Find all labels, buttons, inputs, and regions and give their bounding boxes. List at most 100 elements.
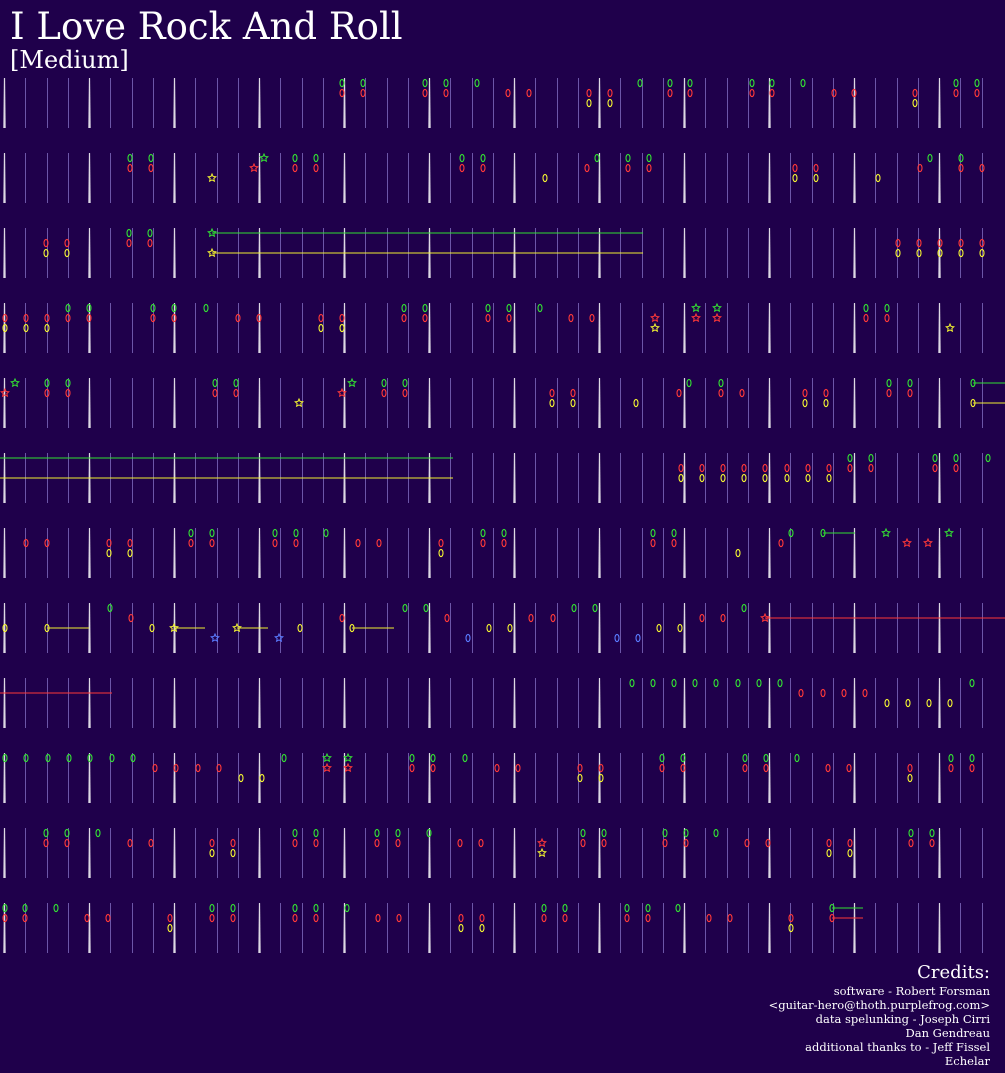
note-gem: [458, 913, 464, 923]
note-gem: [376, 538, 382, 548]
note-chord: [87, 753, 93, 763]
note-chord: [953, 78, 959, 98]
star-note: [944, 527, 954, 538]
note-gem: [526, 88, 532, 98]
note-gem: [926, 698, 932, 708]
note-gem: [929, 838, 935, 848]
measure-line: [3, 828, 6, 878]
chart-row: [0, 377, 1005, 428]
measure-line: [853, 753, 856, 803]
note-gem: [735, 548, 741, 558]
note-gem: [426, 828, 432, 838]
note-gem: [438, 548, 444, 558]
note-chord: [127, 538, 133, 558]
note-gem: [409, 763, 415, 773]
star-note: [902, 537, 912, 548]
note-chord: [65, 378, 71, 398]
chart-row: [0, 678, 983, 728]
note-gem: [718, 388, 724, 398]
note-chord: [0, 457, 453, 479]
note-gem: [932, 463, 938, 473]
measure-line: [938, 453, 941, 503]
measure-line: [513, 378, 516, 428]
note-chord: [953, 453, 959, 473]
note-chord: [562, 903, 568, 923]
note-gem: [147, 228, 153, 238]
note-gem: [485, 313, 491, 323]
note-chord: [23, 753, 29, 763]
measure-line: [768, 903, 771, 953]
note-gem: [958, 163, 964, 173]
note-gem: [443, 88, 449, 98]
note-gem: [905, 698, 911, 708]
star-note: [232, 622, 242, 633]
measure-line: [258, 828, 261, 878]
note-chord: [813, 163, 819, 183]
note-chord: [958, 238, 964, 258]
note-chord: [820, 688, 826, 698]
note-gem: [916, 248, 922, 258]
note-gem: [741, 473, 747, 483]
note-gem: [395, 838, 401, 848]
note-gem: [313, 828, 319, 838]
note-gem: [916, 238, 922, 248]
note-chord: [292, 153, 298, 173]
note-gem: [592, 603, 598, 613]
note-gem: [884, 313, 890, 323]
note-chord: [739, 388, 745, 398]
note-chord: [274, 632, 284, 643]
note-gem: [570, 398, 576, 408]
note-gem: [459, 163, 465, 173]
note-gem: [375, 913, 381, 923]
note-chord: [671, 528, 677, 548]
note-chord: [760, 612, 1005, 623]
note-chord: [586, 88, 592, 108]
note-gem: [868, 453, 874, 463]
note-gem: [409, 753, 415, 763]
note-chord: [423, 603, 429, 613]
note-gem: [625, 163, 631, 173]
note-gem: [953, 78, 959, 88]
measure-line: [513, 528, 516, 578]
note-gem: [422, 88, 428, 98]
note-gem: [792, 163, 798, 173]
note-chord: [601, 828, 607, 848]
note-gem: [937, 248, 943, 258]
note-chord: [765, 838, 771, 848]
note-gem: [720, 613, 726, 623]
note-gem: [744, 838, 750, 848]
measure-line: [683, 603, 686, 653]
star-note: [691, 302, 701, 313]
note-gem: [713, 828, 719, 838]
measure-line: [173, 528, 176, 578]
note-gem: [798, 688, 804, 698]
note-gem: [64, 238, 70, 248]
note-chord: [347, 377, 357, 388]
note-gem: [580, 838, 586, 848]
measure-line: [513, 453, 516, 503]
note-gem: [884, 698, 890, 708]
measure-line: [3, 753, 6, 803]
measure-line: [768, 753, 771, 803]
note-gem: [831, 88, 837, 98]
note-chord: [422, 303, 428, 323]
note-gem: [106, 548, 112, 558]
note-chord: [293, 528, 299, 548]
note-gem: [749, 88, 755, 98]
note-gem: [423, 603, 429, 613]
note-chord: [741, 463, 747, 483]
note-gem: [568, 313, 574, 323]
note-chord: [598, 763, 604, 783]
note-chord: [474, 78, 480, 88]
note-chord: [969, 678, 975, 688]
measure-line: [3, 303, 6, 353]
note-gem: [927, 153, 933, 163]
note-gem: [598, 773, 604, 783]
note-gem: [43, 238, 49, 248]
note-chord: [676, 388, 682, 398]
note-chord: [322, 752, 332, 773]
note-chord: [297, 623, 303, 633]
note-chord: [337, 387, 347, 398]
note-gem: [823, 388, 829, 398]
chart-row: [2, 603, 1005, 653]
